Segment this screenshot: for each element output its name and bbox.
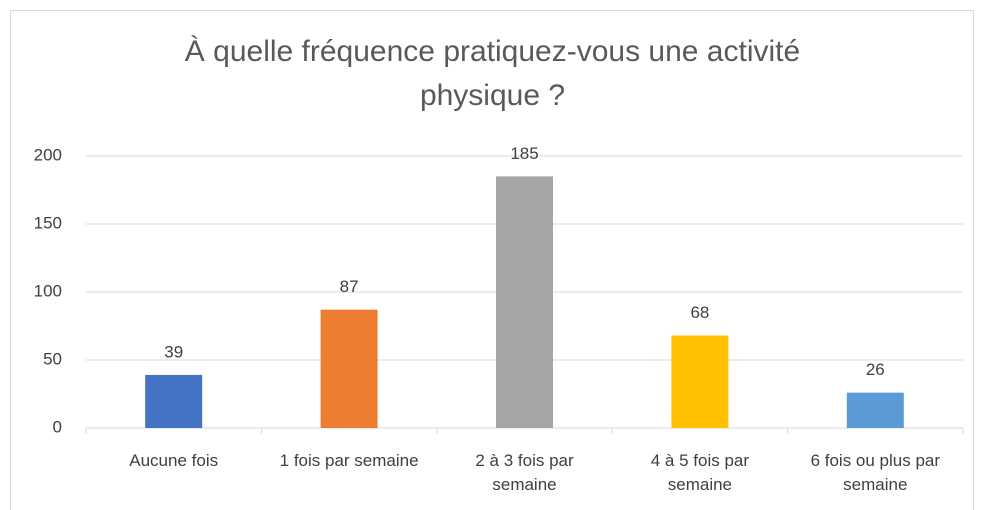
x-tick-label: 2 à 3 fois par semaine xyxy=(475,451,574,494)
x-tick-label: 6 fois ou plus par semaine xyxy=(810,451,941,494)
y-tick-label: 50 xyxy=(43,349,62,368)
bar xyxy=(671,335,729,428)
bar xyxy=(496,176,553,428)
data-label: 87 xyxy=(340,277,359,296)
chart-title: À quelle fréquence pratiquez-vous une ac… xyxy=(184,35,801,112)
data-label: 26 xyxy=(866,360,885,379)
bar xyxy=(320,309,378,428)
y-tick-label: 0 xyxy=(53,417,62,436)
data-label: 185 xyxy=(510,144,538,163)
data-label: 39 xyxy=(164,342,183,361)
bar xyxy=(846,392,904,428)
y-tick-label: 100 xyxy=(34,281,62,300)
x-tick-label: Aucune fois xyxy=(129,451,219,470)
data-label: 68 xyxy=(690,303,709,322)
chart-frame xyxy=(10,10,974,510)
x-tick-label: 1 fois par semaine xyxy=(279,451,419,470)
bar xyxy=(145,374,203,428)
y-tick-label: 200 xyxy=(34,145,62,164)
y-tick-label: 150 xyxy=(34,213,62,232)
x-tick-label: 4 à 5 fois par semaine xyxy=(650,451,750,494)
